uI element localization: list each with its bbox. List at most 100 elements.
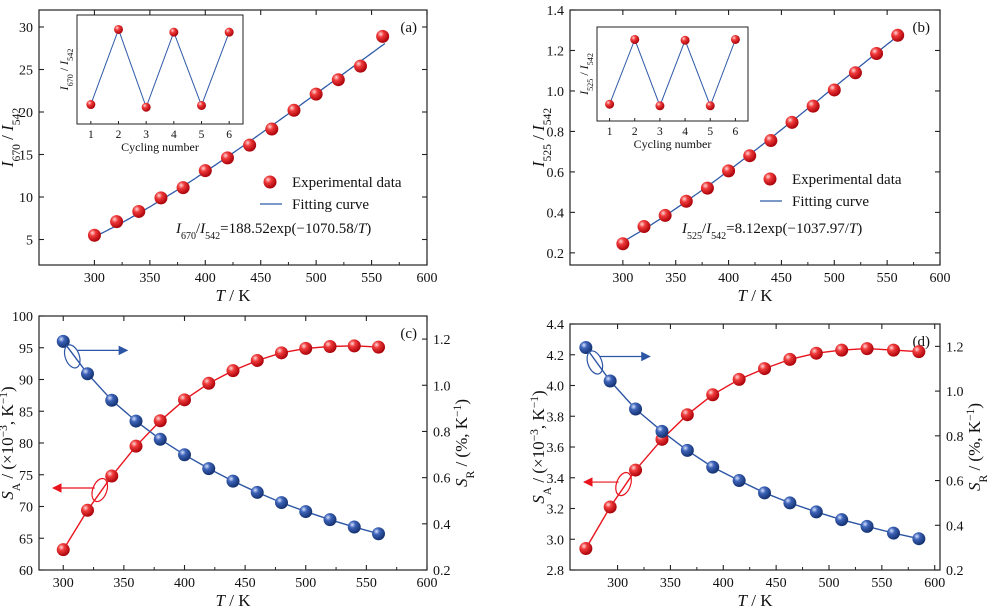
y-tick-label: 0.2	[547, 247, 565, 262]
series-line	[585, 347, 920, 540]
y-tick-label: 10	[19, 191, 33, 206]
data-point	[700, 181, 714, 195]
x-tick-label: 600	[417, 271, 438, 286]
y-tick-label: 25	[19, 64, 33, 79]
inset-y-label: I525 / I542	[577, 53, 595, 96]
inset-point	[197, 100, 206, 110]
sr-indicator-ellipse	[63, 344, 81, 369]
data-point-sa	[56, 543, 70, 557]
data-point-sr	[129, 414, 143, 428]
inset-point	[224, 27, 234, 37]
y2-tick-label: 0.4	[946, 519, 964, 534]
data-point-sr	[250, 485, 264, 499]
inset-point	[141, 102, 151, 112]
data-point-sr	[153, 432, 167, 446]
data-point-sa	[603, 500, 617, 514]
data-point	[265, 122, 279, 136]
data-point	[870, 47, 884, 61]
panel-label: (c)	[400, 326, 417, 342]
data-point	[827, 83, 841, 97]
y-tick-label: 30	[19, 21, 33, 36]
data-point	[679, 194, 693, 208]
data-point-sr	[706, 460, 720, 474]
data-point-sr	[860, 519, 874, 533]
x-tick-label: 300	[53, 576, 74, 591]
legend-label-points: Experimental data	[792, 172, 902, 188]
data-point-sa	[105, 469, 119, 483]
y2-tick-label: 0.8	[946, 430, 964, 445]
y-tick-label: 0.8	[547, 125, 565, 140]
y-tick-label: 100	[12, 310, 33, 325]
y-tick-label: 70	[19, 501, 33, 516]
x-tick-label: 450	[235, 576, 256, 591]
data-point-sa	[912, 345, 926, 359]
y2-tick-label: 0.4	[433, 518, 451, 533]
x-tick-label: 400	[713, 576, 734, 591]
y2-tick-label: 1.0	[946, 385, 964, 400]
data-point	[848, 66, 862, 80]
x-tick-label: 300	[612, 271, 633, 286]
chart-panel-c: 300 350 400 450 500 550 600 60 65 70 75 80 85 90 95 100…	[0, 310, 477, 610]
data-point-sr	[912, 532, 926, 546]
x-tick-label: 500	[819, 576, 840, 591]
data-point-sr	[226, 474, 240, 488]
inset-x-tick-label: 6	[733, 126, 739, 138]
y-tick-label: 85	[19, 405, 33, 420]
plot-frame	[569, 323, 941, 571]
x-tick-label: 400	[718, 271, 739, 286]
data-point-sa	[809, 346, 823, 360]
data-point-sa	[347, 339, 361, 353]
data-point	[616, 237, 630, 251]
data-point	[198, 164, 212, 178]
data-point	[658, 208, 672, 222]
inset-chart: 1 2 3 4 5 6 Cycling number I525 / I542	[577, 26, 749, 151]
data-point-sr	[629, 402, 643, 416]
x-tick-label: 300	[607, 576, 628, 591]
legend-label-fit: Fitting curve	[292, 197, 369, 213]
x-tick-label: 350	[660, 576, 681, 591]
x-tick-label: 300	[84, 271, 105, 286]
data-point	[891, 28, 905, 42]
inset-x-tick-label: 4	[682, 126, 688, 138]
data-point-sr	[758, 486, 772, 500]
data-point-sa	[860, 342, 874, 356]
inset-point	[730, 34, 740, 44]
sr-indicator-ellipse	[586, 350, 604, 375]
x-tick-label: 550	[877, 271, 898, 286]
data-point	[110, 215, 124, 229]
y-tick-label: 4.0	[547, 380, 565, 395]
inset-x-tick-label: 1	[607, 126, 613, 138]
y-tick-label: 3.8	[547, 410, 565, 425]
data-point	[331, 73, 345, 87]
data-point	[243, 138, 257, 152]
y-tick-label: 90	[19, 374, 33, 389]
y-axis-label: I525 / I542	[529, 108, 554, 168]
data-point	[806, 99, 820, 113]
x-tick-label: 450	[766, 576, 787, 591]
y-tick-label: 75	[19, 469, 33, 484]
data-point-sr	[783, 496, 797, 510]
y-tick-label: 1.0	[547, 85, 565, 100]
plot-frame	[38, 315, 428, 571]
data-point	[87, 228, 101, 242]
y-tick-label: 2.8	[547, 564, 565, 579]
data-point-sr	[680, 443, 694, 457]
data-point-sa	[226, 364, 240, 378]
data-point	[637, 220, 651, 234]
inset-point	[655, 101, 665, 111]
x-tick-label: 600	[930, 271, 951, 286]
y-tick-label: 3.6	[547, 441, 565, 456]
x-tick-label: 550	[871, 576, 892, 591]
y-tick-label: 65	[19, 532, 33, 547]
data-point-sa	[202, 376, 216, 390]
data-point-sa	[835, 343, 849, 357]
x-tick-label: 600	[417, 576, 438, 591]
data-point-sr	[372, 527, 385, 541]
data-point-sr	[347, 520, 361, 534]
y-tick-label: 3.0	[547, 533, 565, 548]
y2-tick-label: 0.6	[946, 475, 964, 490]
data-point-sa	[680, 408, 694, 422]
inset-x-tick-label: 2	[632, 126, 638, 138]
y-tick-label: 1.4	[547, 4, 565, 19]
